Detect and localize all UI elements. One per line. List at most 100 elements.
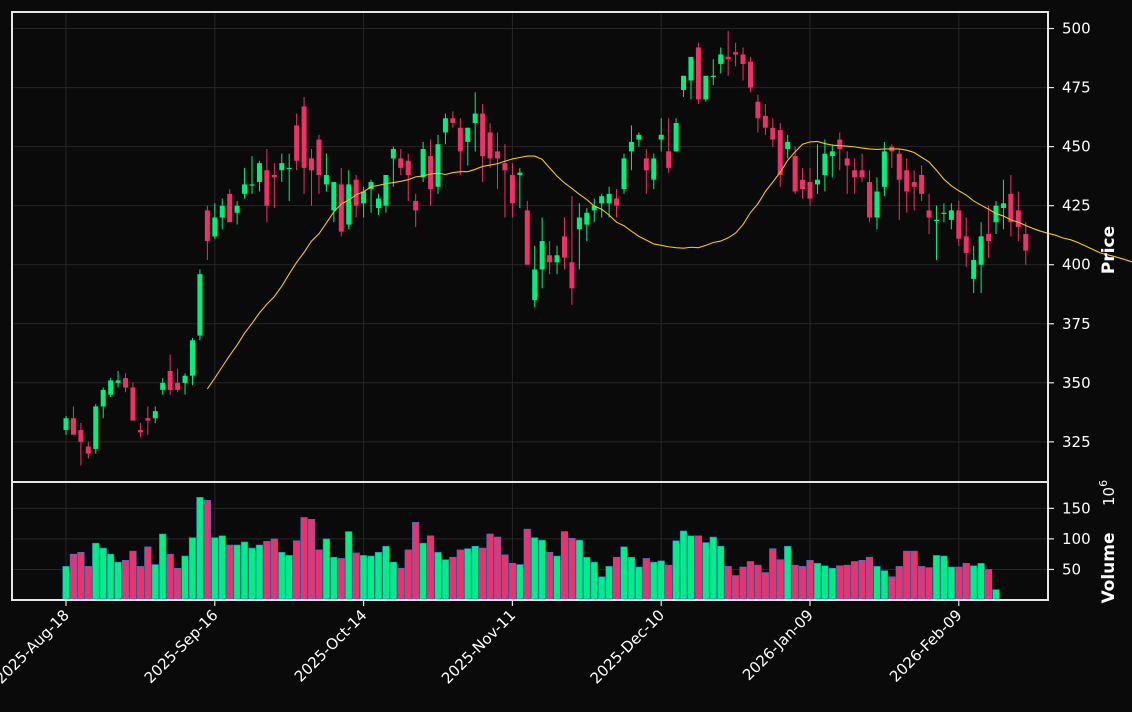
candle xyxy=(182,373,188,395)
candle xyxy=(800,167,806,199)
candle xyxy=(152,406,158,423)
candle-body xyxy=(361,191,367,204)
candle-body xyxy=(621,158,627,190)
candle xyxy=(167,354,173,395)
candle-body xyxy=(123,378,129,388)
volume-tick-label: 50 xyxy=(1062,560,1081,578)
volume-bar xyxy=(181,555,189,600)
candle-body xyxy=(219,205,225,218)
candle xyxy=(197,269,203,341)
volume-bar xyxy=(374,552,383,600)
volume-bar xyxy=(657,560,665,600)
candle-body xyxy=(569,262,575,289)
candle xyxy=(904,158,910,213)
candle xyxy=(584,208,590,242)
volume-bar xyxy=(240,541,249,600)
candle xyxy=(926,193,932,235)
volume-bar xyxy=(479,547,487,600)
candle xyxy=(807,167,813,206)
volume-bar xyxy=(226,544,234,600)
volume-bar xyxy=(568,537,576,600)
candle xyxy=(457,118,463,175)
candle xyxy=(569,196,575,305)
candle xyxy=(442,113,448,145)
volume-bar xyxy=(69,553,78,600)
candle xyxy=(710,59,716,86)
candle xyxy=(480,104,486,183)
volume-tick-label: 100 xyxy=(1062,530,1091,548)
volume-bar xyxy=(560,531,569,600)
candle-body xyxy=(316,139,322,175)
candle-body xyxy=(93,406,99,449)
candle-body xyxy=(271,174,277,178)
candle xyxy=(450,111,456,128)
volume-bars-layer xyxy=(62,497,1000,600)
candles-layer xyxy=(63,30,1029,466)
candle xyxy=(673,118,679,152)
volume-bar xyxy=(992,589,1000,600)
candle xyxy=(733,42,739,67)
candle xyxy=(115,370,121,388)
volume-bar xyxy=(419,542,427,600)
volume-bar xyxy=(322,538,331,600)
candle-body xyxy=(1008,193,1014,223)
volume-bar xyxy=(843,564,851,600)
candle-body xyxy=(606,193,612,204)
candle-body xyxy=(189,340,195,376)
candle-body xyxy=(584,212,590,225)
volume-bar xyxy=(270,538,278,600)
candle xyxy=(919,165,925,201)
candle xyxy=(792,146,798,194)
candle xyxy=(606,186,612,218)
volume-bar xyxy=(895,566,903,600)
volume-bar xyxy=(970,565,978,600)
candle xyxy=(123,373,129,393)
volume-bar xyxy=(263,541,271,600)
volume-bar xyxy=(426,535,435,600)
candle-body xyxy=(636,134,642,140)
volume-bar xyxy=(612,556,621,600)
volume-bar xyxy=(903,550,911,600)
price-tick-label: 475 xyxy=(1062,79,1091,97)
candle xyxy=(316,134,322,194)
volume-bar xyxy=(620,546,628,600)
candle xyxy=(100,387,106,419)
candle-body xyxy=(212,217,218,237)
candle-body xyxy=(234,205,240,213)
volume-bar xyxy=(769,548,777,600)
candle xyxy=(78,422,84,466)
candle-body xyxy=(1023,234,1029,251)
candle xyxy=(294,113,300,171)
candle xyxy=(532,245,538,308)
volume-bar xyxy=(858,559,866,600)
volume-exponent-label: 106 xyxy=(1097,480,1118,506)
candle-body xyxy=(599,196,605,204)
volume-bar xyxy=(389,561,397,600)
candle-body xyxy=(309,158,315,171)
volume-bar xyxy=(798,566,807,600)
volume-bar xyxy=(709,536,717,600)
candle-body xyxy=(390,148,396,159)
volume-bar xyxy=(828,567,836,600)
volume-bar xyxy=(129,550,137,600)
candle-body xyxy=(182,375,188,383)
volume-bar xyxy=(598,576,606,600)
candle-body xyxy=(108,380,114,395)
volume-bar xyxy=(404,549,412,600)
volume-bar xyxy=(144,546,152,600)
candle-body xyxy=(249,184,255,186)
volume-bar xyxy=(84,566,92,600)
candle xyxy=(703,75,709,102)
candle-body xyxy=(442,118,448,133)
candle xyxy=(986,205,992,258)
volume-tick-label: 150 xyxy=(1062,499,1091,517)
volume-axis-label: Volume xyxy=(1099,532,1119,603)
volume-bar xyxy=(278,552,286,600)
candle xyxy=(93,404,99,454)
candle-body xyxy=(800,179,806,190)
candle-body xyxy=(695,47,701,100)
candle-body xyxy=(301,106,307,168)
candle-body xyxy=(294,125,300,161)
candle-body xyxy=(353,179,359,206)
candle-body xyxy=(398,158,404,168)
